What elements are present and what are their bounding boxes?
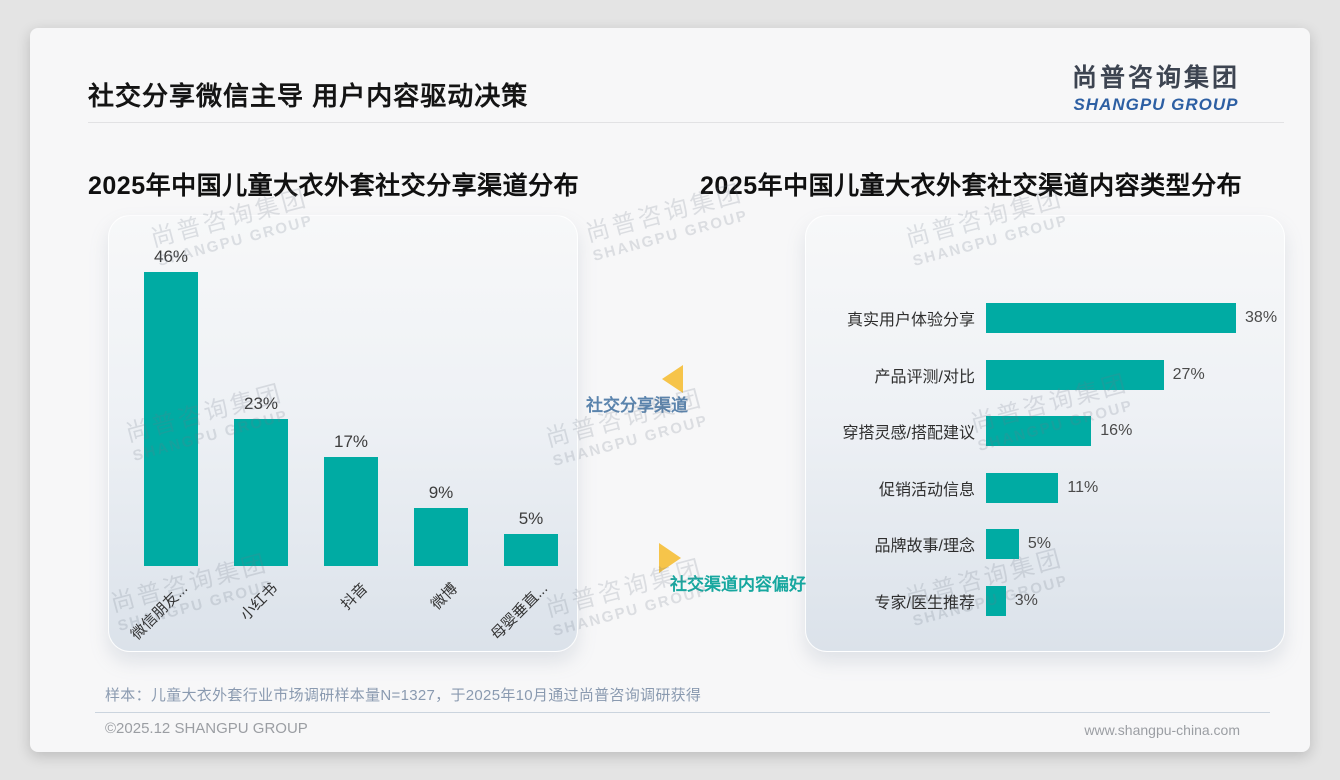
bar-value-label: 5% xyxy=(1027,535,1052,553)
bar-穿搭灵感/搭配建议 xyxy=(986,416,1092,447)
bar-value-label: 27% xyxy=(1172,365,1205,383)
bar-产品评测/对比 xyxy=(986,359,1164,390)
slide: 社交分享微信主导 用户内容驱动决策 尚普咨询集团 SHANGPU GROUP 2… xyxy=(30,28,1310,752)
category-label: 促销活动信息 xyxy=(878,481,975,499)
category-label: 真实用户体验分享 xyxy=(846,312,975,330)
bar-真实用户体验分享 xyxy=(986,303,1237,334)
bar-抖音 xyxy=(324,457,378,566)
right-chart-title: 2025年中国儿童大衣外套社交渠道内容类型分布 xyxy=(700,172,1243,200)
share-channel-annotation: 社交分享渠道 xyxy=(586,396,688,415)
copyright-text: ©2025.12 SHANGPU GROUP xyxy=(105,720,308,737)
category-label: 品牌故事/理念 xyxy=(874,538,975,556)
arrow-right-icon xyxy=(659,543,681,573)
left-chart-card: 46% 微信朋友... 23% 小红书 17% 抖音 9% 微博 5% 母婴垂直... xyxy=(108,215,578,652)
bar-value-label: 38% xyxy=(1245,309,1278,327)
x-axis-label: 抖音 xyxy=(337,580,372,614)
website-url: www.shangpu-china.com xyxy=(1084,722,1240,738)
category-label: 专家/医生推荐 xyxy=(874,594,975,612)
bar-value-label: 46% xyxy=(153,246,189,266)
right-chart-card: 真实用户体验分享 38% 产品评测/对比 27% 穿搭灵感/搭配建议 16% 促销活动信息 1… xyxy=(805,215,1285,652)
header-divider xyxy=(88,122,1284,123)
bar-value-label: 11% xyxy=(1067,478,1099,496)
bar-小红书 xyxy=(234,418,288,566)
right-chart-plot: 真实用户体验分享 38% 产品评测/对比 27% 穿搭灵感/搭配建议 16% 促销活动信息 1… xyxy=(806,290,1284,629)
left-chart-plot: 46% 微信朋友... 23% 小红书 17% 抖音 9% 微博 5% 母婴垂直... xyxy=(109,216,577,651)
chart-row: 促销活动信息 11% xyxy=(806,460,1284,517)
x-axis-label: 微信朋友... xyxy=(127,580,192,644)
bar-value-label: 5% xyxy=(518,509,544,528)
bar-value-label: 16% xyxy=(1100,422,1133,440)
bar-value-label: 9% xyxy=(428,483,454,503)
chart-row: 品牌故事/理念 5% xyxy=(806,516,1284,573)
logo-english-text: SHANGPU GROUP xyxy=(1073,95,1239,114)
bar-value-label: 23% xyxy=(243,393,279,413)
company-logo: 尚普咨询集团 SHANGPU GROUP xyxy=(1072,58,1240,115)
chart-row: 产品评测/对比 27% xyxy=(806,347,1284,404)
bar-品牌故事/理念 xyxy=(986,529,1019,560)
sample-footnote: 样本：儿童大衣外套行业市场调研样本量N=1327，于2025年10月通过尚普咨询… xyxy=(105,687,702,704)
bar-微博 xyxy=(414,508,468,566)
bar-专家/医生推荐 xyxy=(986,585,1006,616)
category-label: 穿搭灵感/搭配建议 xyxy=(842,425,975,443)
chart-row: 专家/医生推荐 3% xyxy=(806,573,1284,630)
page-title: 社交分享微信主导 用户内容驱动决策 xyxy=(88,81,529,111)
chart-row: 穿搭灵感/搭配建议 16% xyxy=(806,403,1284,460)
chart-row: 真实用户体验分享 38% xyxy=(806,290,1284,347)
footer-divider xyxy=(95,712,1270,713)
bar-母婴垂直... xyxy=(504,534,558,566)
bar-促销活动信息 xyxy=(986,472,1059,503)
x-axis-label: 小红书 xyxy=(237,580,282,624)
arrow-left-icon xyxy=(662,365,683,393)
logo-chinese-text: 尚普咨询集团 xyxy=(1071,64,1240,92)
x-axis-label: 微博 xyxy=(427,580,462,614)
bar-value-label: 3% xyxy=(1014,591,1038,609)
x-axis-label: 母婴垂直... xyxy=(487,580,552,644)
content-preference-annotation: 社交渠道内容偏好 xyxy=(670,575,806,594)
category-label: 产品评测/对比 xyxy=(874,368,975,386)
bar-value-label: 17% xyxy=(333,432,369,452)
left-chart-title: 2025年中国儿童大衣外套社交分享渠道分布 xyxy=(88,172,580,200)
bar-微信朋友... xyxy=(144,271,198,566)
